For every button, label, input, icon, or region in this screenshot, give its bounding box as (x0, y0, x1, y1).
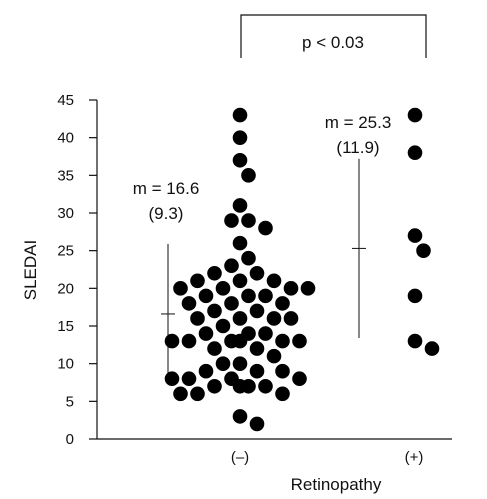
data-point (173, 281, 188, 296)
y-tick-label: 45 (57, 92, 74, 109)
data-point (407, 333, 423, 349)
data-point (232, 333, 248, 349)
significance-label: p < 0.03 (302, 33, 364, 52)
data-point (258, 288, 273, 304)
mean-label-negative: m = 16.6 (133, 179, 200, 198)
error-bars (161, 158, 366, 385)
y-tick-label: 25 (57, 243, 74, 260)
data-points (164, 107, 440, 432)
data-point (241, 288, 256, 304)
significance-bracket: p < 0.03 (240, 14, 427, 58)
data-point (407, 228, 423, 243)
data-point (232, 198, 248, 213)
data-point (424, 341, 440, 356)
data-point (190, 311, 205, 326)
data-point (181, 296, 197, 311)
data-point (215, 318, 231, 334)
data-point (164, 371, 180, 387)
data-point (249, 363, 265, 379)
data-point (181, 333, 197, 349)
y-tick-label: 5 (66, 393, 74, 410)
data-point (232, 235, 248, 251)
y-tick-label: 15 (57, 318, 74, 335)
data-point (266, 273, 282, 289)
data-point (241, 168, 256, 183)
data-point (232, 273, 248, 289)
data-point (224, 258, 239, 274)
data-point (215, 356, 231, 371)
data-point (416, 243, 431, 258)
axes (96, 100, 452, 440)
data-point (241, 250, 256, 266)
sd-label-positive: (11.9) (336, 138, 379, 157)
data-point (292, 371, 307, 387)
x-axis-title: Retinopathy (291, 475, 382, 494)
data-point (232, 107, 248, 123)
y-tick-label: 0 (66, 431, 74, 448)
data-point (266, 348, 282, 364)
y-tick-label: 10 (57, 356, 74, 373)
data-point (275, 363, 290, 379)
data-point (173, 386, 188, 402)
data-point (232, 311, 248, 326)
data-point (407, 107, 423, 123)
data-point (190, 273, 205, 289)
data-point (275, 296, 290, 311)
data-point (207, 265, 222, 281)
data-point (232, 356, 248, 371)
y-ticks: 0 5 10 15 20 25 30 35 40 45 (57, 92, 97, 448)
x-tick-label: (–) (231, 449, 249, 466)
data-point (249, 303, 265, 319)
y-tick-label: 35 (57, 167, 74, 184)
data-point (407, 145, 423, 161)
x-ticks: (–) (+) (231, 449, 424, 466)
data-point (224, 213, 239, 228)
y-tick-label: 20 (57, 280, 74, 297)
summary-negative: m = 16.6 (9.3) (133, 179, 200, 223)
data-point (300, 281, 316, 296)
data-point (232, 378, 248, 394)
x-tick-label: (+) (405, 449, 424, 466)
significance-bracket-line (240, 14, 427, 58)
y-axis-title: SLEDAI (21, 240, 40, 300)
data-point (275, 386, 290, 402)
data-point (258, 378, 273, 394)
data-point (407, 288, 423, 304)
data-point (283, 281, 299, 296)
data-point (207, 303, 222, 319)
data-point (207, 378, 222, 394)
data-point (249, 341, 265, 356)
data-point (198, 363, 214, 379)
y-tick-label: 30 (57, 205, 74, 222)
data-point (249, 265, 265, 281)
data-point (292, 333, 307, 349)
data-point (232, 409, 248, 424)
data-point (275, 333, 290, 349)
data-point (215, 281, 231, 296)
data-point (190, 386, 205, 402)
data-point (207, 341, 222, 356)
summary-positive: m = 25.3 (11.9) (325, 113, 392, 157)
data-point (232, 152, 248, 168)
data-point (241, 213, 256, 228)
data-point (249, 416, 265, 432)
mean-label-positive: m = 25.3 (325, 113, 392, 132)
data-point (164, 333, 180, 349)
data-point (198, 326, 214, 341)
data-point (198, 288, 214, 304)
data-point (232, 130, 248, 145)
data-point (283, 311, 299, 326)
sd-label-negative: (9.3) (149, 204, 184, 223)
data-point (266, 311, 282, 326)
data-point (258, 220, 273, 236)
data-point (224, 296, 239, 311)
data-point (181, 371, 197, 387)
y-tick-label: 40 (57, 130, 74, 147)
data-point (258, 326, 273, 341)
